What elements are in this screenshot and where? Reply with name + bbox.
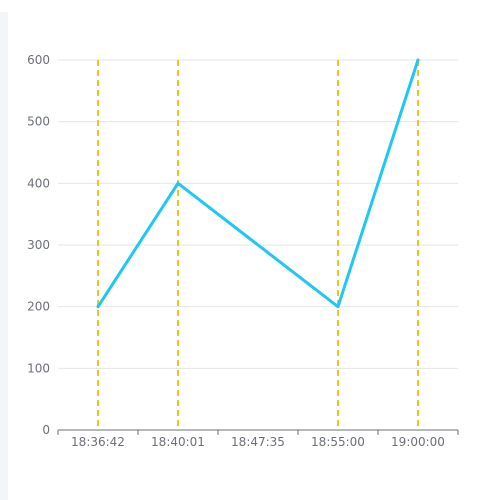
data-point (416, 58, 420, 62)
y-axis-labels: 0 100 200 300 400 500 600 (27, 53, 50, 437)
mark-lines (97, 60, 419, 430)
data-point (176, 181, 180, 185)
y-tick-label: 200 (27, 300, 50, 314)
y-tick-label: 600 (27, 53, 50, 67)
x-axis (57, 429, 459, 435)
x-tick-label: 19:00:00 (391, 435, 445, 449)
series-layer (96, 58, 420, 309)
y-tick-label: 300 (27, 238, 50, 252)
x-tick-label: 18:55:00 (311, 435, 365, 449)
x-tick-label: 18:47:35 (231, 435, 285, 449)
y-tick-label: 100 (27, 361, 50, 375)
grid-lines (58, 59, 458, 369)
x-axis-labels: 18:36:42 18:40:01 18:47:35 18:55:00 19:00:00 (71, 435, 445, 449)
x-tick-label: 18:36:42 (71, 435, 125, 449)
x-tick-label: 18:40:01 (151, 435, 205, 449)
data-point (336, 305, 340, 309)
data-point (96, 305, 100, 309)
y-tick-label: 500 (27, 115, 50, 129)
y-tick-label: 0 (42, 423, 50, 437)
y-tick-label: 400 (27, 176, 50, 190)
series-line (96, 58, 420, 309)
